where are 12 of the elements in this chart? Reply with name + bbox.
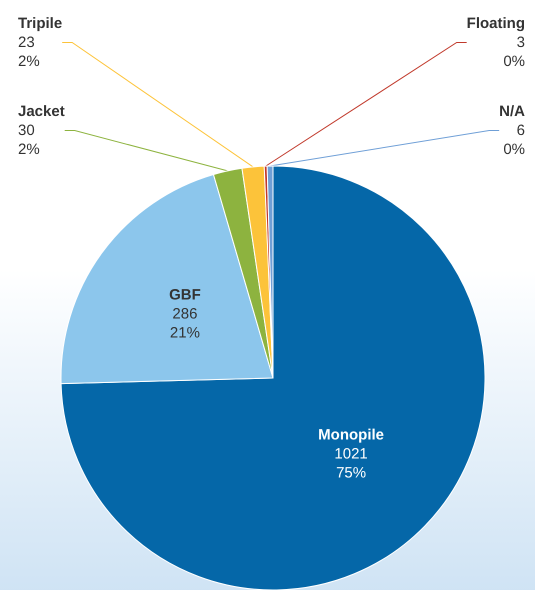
slice-label: Tripile bbox=[18, 15, 62, 32]
data-label: 23 2% bbox=[18, 34, 40, 70]
data-label: 1021 75% bbox=[334, 446, 368, 482]
data-label: 286 21% bbox=[170, 305, 200, 342]
slice-label: Monopile bbox=[318, 426, 384, 444]
data-label: 6 0% bbox=[503, 122, 525, 158]
slice-label: N/A bbox=[499, 103, 526, 120]
data-label: 30 2% bbox=[18, 122, 40, 158]
slice-label: Floating bbox=[466, 15, 525, 32]
slice-label: Jacket bbox=[18, 103, 65, 120]
slice-label: GBF bbox=[169, 286, 201, 304]
data-label: 3 0% bbox=[503, 34, 525, 70]
